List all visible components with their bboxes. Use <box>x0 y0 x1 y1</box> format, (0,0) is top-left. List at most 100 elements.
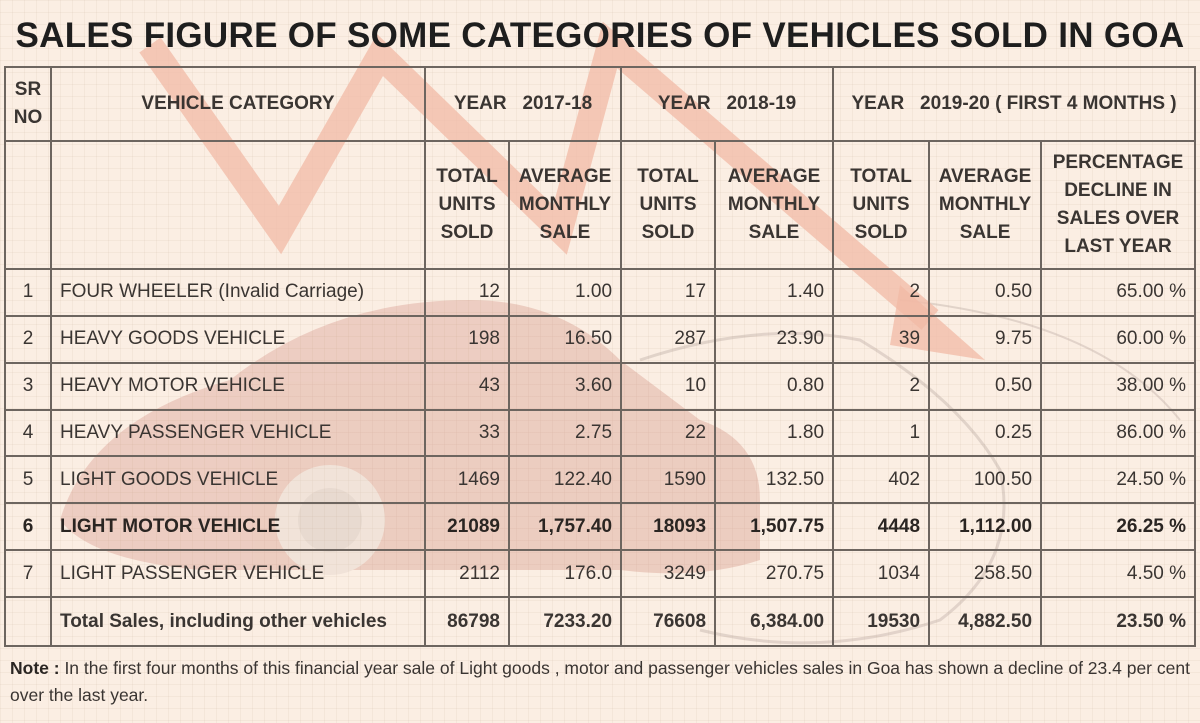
header-row-subcolumns: TOTAL UNITS SOLD AVERAGE MONTHLY SALE TO… <box>4 140 1197 270</box>
avg-2018-19: 0.80 <box>714 361 835 411</box>
units-2019-20: 2 <box>832 268 931 317</box>
units-2018-19: 1590 <box>620 455 717 505</box>
sr-no: 3 <box>4 361 52 411</box>
sr-no: 1 <box>4 268 52 317</box>
header-empty-sr <box>4 140 52 270</box>
header-avg-monthly-2017-18: AVERAGE MONTHLY SALE <box>507 140 623 270</box>
avg-2018-19: 132.50 <box>714 455 835 505</box>
avg-2018-19: 1.40 <box>714 268 835 317</box>
sr-no: 2 <box>4 314 52 364</box>
header-avg-monthly-2019-20: AVERAGE MONTHLY SALE <box>928 140 1043 270</box>
total-units-2017-18: 86798 <box>424 596 510 647</box>
vehicle-sales-table: SR NO VEHICLE CATEGORY YEAR 2017-18 YEAR… <box>4 66 1197 647</box>
avg-2017-18: 3.60 <box>507 361 623 411</box>
units-2017-18: 1469 <box>424 455 510 505</box>
total-units-2018-19: 76608 <box>620 596 717 647</box>
avg-2019-20: 100.50 <box>928 455 1043 505</box>
header-percentage-decline: PERCENTAGE DECLINE IN SALES OVER LAST YE… <box>1040 140 1197 270</box>
sr-no <box>4 596 52 647</box>
header-vehicle-category: VEHICLE CATEGORY <box>50 66 426 142</box>
avg-2017-18: 176.0 <box>507 549 623 599</box>
table-row: 3 HEAVY MOTOR VEHICLE 43 3.60 10 0.80 2 … <box>4 361 1197 411</box>
percentage-decline: 4.50 % <box>1040 549 1197 599</box>
units-2019-20: 4448 <box>832 502 931 552</box>
header-row-groups: SR NO VEHICLE CATEGORY YEAR 2017-18 YEAR… <box>4 66 1197 142</box>
avg-2019-20: 0.50 <box>928 268 1043 317</box>
vehicle-category: HEAVY MOTOR VEHICLE <box>50 361 426 411</box>
units-2018-19: 3249 <box>620 549 717 599</box>
percentage-decline: 24.50 % <box>1040 455 1197 505</box>
units-2017-18: 33 <box>424 408 510 458</box>
total-avg-2017-18: 7233.20 <box>507 596 623 647</box>
header-total-units-2018-19: TOTAL UNITS SOLD <box>620 140 717 270</box>
avg-2019-20: 0.25 <box>928 408 1043 458</box>
avg-2017-18: 2.75 <box>507 408 623 458</box>
table-row: 2 HEAVY GOODS VEHICLE 198 16.50 287 23.9… <box>4 314 1197 364</box>
units-2019-20: 2 <box>832 361 931 411</box>
avg-2019-20: 9.75 <box>928 314 1043 364</box>
percentage-decline: 60.00 % <box>1040 314 1197 364</box>
units-2017-18: 21089 <box>424 502 510 552</box>
avg-2018-19: 270.75 <box>714 549 835 599</box>
units-2017-18: 2112 <box>424 549 510 599</box>
total-label: Total Sales, including other vehicles <box>50 596 426 647</box>
avg-2018-19: 1.80 <box>714 408 835 458</box>
vehicle-category: FOUR WHEELER (Invalid Carriage) <box>50 268 426 317</box>
units-2019-20: 402 <box>832 455 931 505</box>
header-total-units-2019-20: TOTAL UNITS SOLD <box>832 140 931 270</box>
units-2017-18: 198 <box>424 314 510 364</box>
sr-no: 6 <box>4 502 52 552</box>
table-row-total: Total Sales, including other vehicles 86… <box>4 596 1197 647</box>
note-text: In the first four months of this financi… <box>10 658 1190 705</box>
header-avg-monthly-2018-19: AVERAGE MONTHLY SALE <box>714 140 835 270</box>
table-row: 5 LIGHT GOODS VEHICLE 1469 122.40 1590 1… <box>4 455 1197 505</box>
units-2018-19: 10 <box>620 361 717 411</box>
total-avg-2019-20: 4,882.50 <box>928 596 1043 647</box>
avg-2018-19: 1,507.75 <box>714 502 835 552</box>
avg-2019-20: 258.50 <box>928 549 1043 599</box>
units-2018-19: 18093 <box>620 502 717 552</box>
vehicle-category: LIGHT PASSENGER VEHICLE <box>50 549 426 599</box>
avg-2018-19: 23.90 <box>714 314 835 364</box>
note-label: Note : <box>10 658 60 678</box>
units-2018-19: 22 <box>620 408 717 458</box>
avg-2019-20: 1,112.00 <box>928 502 1043 552</box>
table-row: 1 FOUR WHEELER (Invalid Carriage) 12 1.0… <box>4 268 1197 317</box>
sr-no: 5 <box>4 455 52 505</box>
units-2017-18: 12 <box>424 268 510 317</box>
header-total-units-2017-18: TOTAL UNITS SOLD <box>424 140 510 270</box>
vehicle-category: LIGHT GOODS VEHICLE <box>50 455 426 505</box>
units-2017-18: 43 <box>424 361 510 411</box>
header-year-2018-19: YEAR 2018-19 <box>620 66 835 142</box>
header-sr-no: SR NO <box>4 66 52 142</box>
units-2018-19: 17 <box>620 268 717 317</box>
units-2019-20: 1034 <box>832 549 931 599</box>
total-percentage-decline: 23.50 % <box>1040 596 1197 647</box>
percentage-decline: 65.00 % <box>1040 268 1197 317</box>
vehicle-category: LIGHT MOTOR VEHICLE <box>50 502 426 552</box>
total-avg-2018-19: 6,384.00 <box>714 596 835 647</box>
table-row: 4 HEAVY PASSENGER VEHICLE 33 2.75 22 1.8… <box>4 408 1197 458</box>
percentage-decline: 38.00 % <box>1040 361 1197 411</box>
avg-2019-20: 0.50 <box>928 361 1043 411</box>
units-2019-20: 39 <box>832 314 931 364</box>
vehicle-category: HEAVY PASSENGER VEHICLE <box>50 408 426 458</box>
avg-2017-18: 122.40 <box>507 455 623 505</box>
page-title: SALES FIGURE OF SOME CATEGORIES OF VEHIC… <box>15 16 1185 55</box>
total-units-2019-20: 19530 <box>832 596 931 647</box>
sr-no: 7 <box>4 549 52 599</box>
units-2019-20: 1 <box>832 408 931 458</box>
table-row: 7 LIGHT PASSENGER VEHICLE 2112 176.0 324… <box>4 549 1197 599</box>
footnote: Note : In the first four months of this … <box>10 655 1190 709</box>
avg-2017-18: 1,757.40 <box>507 502 623 552</box>
sr-no: 4 <box>4 408 52 458</box>
units-2018-19: 287 <box>620 314 717 364</box>
percentage-decline: 26.25 % <box>1040 502 1197 552</box>
vehicle-category: HEAVY GOODS VEHICLE <box>50 314 426 364</box>
header-year-2019-20: YEAR 2019-20 ( FIRST 4 MONTHS ) <box>832 66 1197 142</box>
percentage-decline: 86.00 % <box>1040 408 1197 458</box>
table-row-highlighted: 6 LIGHT MOTOR VEHICLE 21089 1,757.40 180… <box>4 502 1197 552</box>
header-empty-category <box>50 140 426 270</box>
avg-2017-18: 1.00 <box>507 268 623 317</box>
avg-2017-18: 16.50 <box>507 314 623 364</box>
